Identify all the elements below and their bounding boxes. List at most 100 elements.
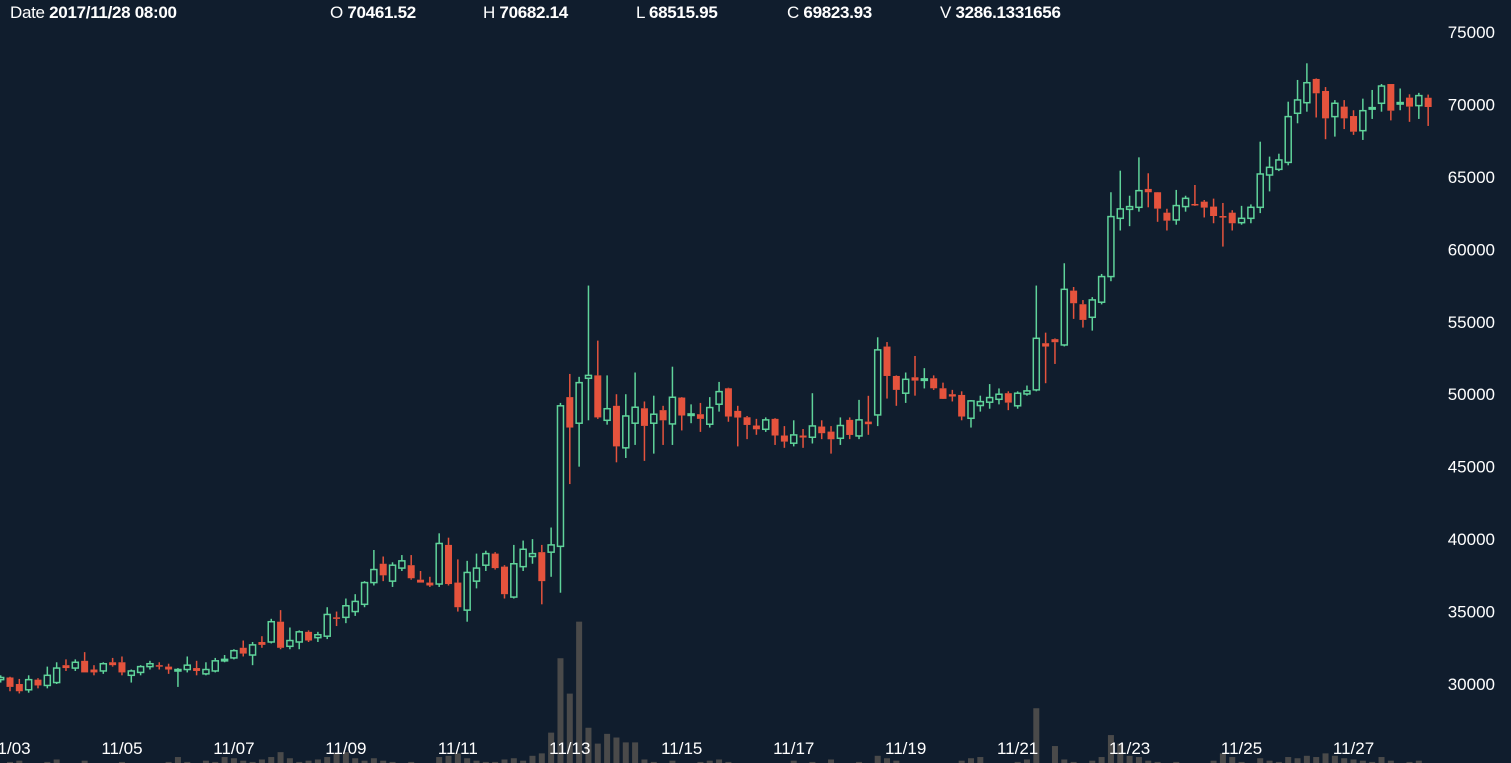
volume-bar xyxy=(1350,759,1357,763)
volume-bar xyxy=(1322,753,1329,763)
candle-body-up xyxy=(1265,166,1274,176)
candle-body-down xyxy=(1200,201,1208,208)
volume-bar xyxy=(1173,761,1180,763)
volume-bar xyxy=(520,760,527,763)
candle-body-down xyxy=(827,431,835,440)
candle xyxy=(1181,195,1190,212)
candle-body-up xyxy=(202,668,210,675)
candle xyxy=(398,555,406,571)
x-tick-label: 11/21 xyxy=(997,739,1038,758)
candle xyxy=(846,417,854,440)
candle xyxy=(612,394,620,463)
x-tick-label: 11/07 xyxy=(213,739,254,758)
volume-bar xyxy=(464,758,471,763)
candle xyxy=(258,636,266,648)
candle xyxy=(734,405,742,447)
candle xyxy=(1013,391,1022,409)
candle-body-down xyxy=(678,397,686,416)
candle-body-up xyxy=(556,405,565,548)
candle-body-up xyxy=(873,349,882,416)
volume-bar xyxy=(697,761,704,763)
candle xyxy=(687,404,695,424)
candle-body-up xyxy=(52,667,61,684)
candle-body-up xyxy=(1415,94,1423,107)
volume-bar xyxy=(249,761,256,763)
candle xyxy=(109,657,117,667)
candle-body-up xyxy=(789,434,798,444)
candle-body-up xyxy=(976,400,985,407)
candle xyxy=(594,340,602,419)
candle-body-up xyxy=(668,396,677,425)
candle xyxy=(892,375,900,406)
candle xyxy=(808,393,817,444)
candle xyxy=(379,556,387,582)
candle-body-up xyxy=(901,378,910,394)
candle xyxy=(556,402,565,593)
candle xyxy=(155,662,163,670)
candle xyxy=(1042,332,1050,384)
candle-body-down xyxy=(90,669,98,673)
candle xyxy=(99,662,108,674)
candle-body-up xyxy=(211,660,220,672)
candle xyxy=(724,387,732,422)
volume-bar xyxy=(501,759,508,763)
volume-bar xyxy=(576,621,583,763)
x-tick-label: 11/25 xyxy=(1221,739,1262,758)
candle-body-up xyxy=(715,390,723,405)
candle xyxy=(1350,110,1358,135)
candle xyxy=(1275,153,1283,172)
candle xyxy=(34,678,42,689)
volume-bar xyxy=(389,761,396,763)
candle xyxy=(1191,185,1199,206)
candle xyxy=(500,565,508,599)
candle-body-down xyxy=(81,660,89,673)
candle-body-down xyxy=(743,417,751,425)
volume-bar xyxy=(1089,760,1096,763)
volume-bar xyxy=(1238,761,1245,763)
candle xyxy=(426,576,434,587)
candle xyxy=(165,663,173,674)
candle-body-down xyxy=(62,665,70,669)
candle xyxy=(1172,189,1180,225)
candle xyxy=(752,418,760,435)
volume-bar xyxy=(473,760,480,763)
candle-body-up xyxy=(1116,208,1125,220)
x-tick-label: 11/05 xyxy=(101,739,142,758)
y-tick-label: 65000 xyxy=(1448,168,1495,187)
candle xyxy=(538,544,546,605)
candle xyxy=(1237,205,1246,225)
candle-body-down xyxy=(659,410,667,421)
candle xyxy=(873,337,882,427)
volume-bar xyxy=(184,761,191,763)
candle xyxy=(631,372,639,445)
volume-bar xyxy=(529,755,536,763)
candle-body-down xyxy=(407,565,415,579)
candle xyxy=(883,342,891,399)
y-tick-label: 75000 xyxy=(1448,23,1495,42)
candle-body-up xyxy=(71,661,80,669)
candle xyxy=(678,397,686,431)
volume-bar xyxy=(445,755,452,763)
volume-bar xyxy=(557,658,564,763)
volume-bar xyxy=(212,761,219,763)
candle-body-down xyxy=(1079,304,1087,320)
candle-body-up xyxy=(650,413,658,424)
candle xyxy=(1107,192,1115,282)
candle-body-up xyxy=(127,670,136,677)
volume-bar xyxy=(893,760,900,763)
candle xyxy=(911,355,919,396)
candle xyxy=(267,618,275,644)
x-tick-label: 11/17 xyxy=(773,739,814,758)
candle xyxy=(1154,192,1162,222)
volume-bar xyxy=(1275,761,1282,763)
candle xyxy=(1377,84,1386,112)
candle xyxy=(136,665,145,676)
candle-body-down xyxy=(958,394,966,417)
candle-body-up xyxy=(687,413,695,417)
y-tick-label: 70000 xyxy=(1448,95,1495,114)
candle-body-up xyxy=(146,662,154,668)
candle-body-up xyxy=(1023,390,1031,395)
candle xyxy=(1424,94,1432,126)
candle xyxy=(995,388,1003,405)
